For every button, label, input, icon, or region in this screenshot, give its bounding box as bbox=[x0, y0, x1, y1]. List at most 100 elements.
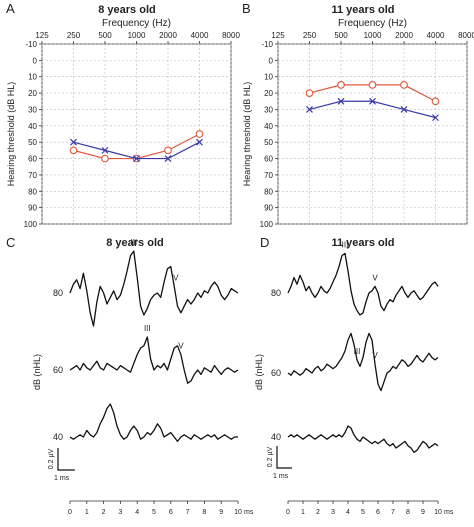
abr-panel-d: 0 1 2 3 4 5 6 7 8 9 10 ms dB (nHL) 0.2 µV 1 ms 80 III V 60… bbox=[254, 240, 454, 516]
panel-a-ytick-label: -10 bbox=[25, 40, 37, 49]
panel-d-time-tick-label: 2 bbox=[316, 509, 320, 516]
panel-a-ytick-label: 80 bbox=[28, 187, 37, 196]
panel-c-wave-label: III bbox=[144, 324, 151, 333]
panel-b-point-circle bbox=[305, 89, 314, 97]
panel-a-ytick-label: 0 bbox=[33, 56, 38, 65]
panel-b-xtick-label: 250 bbox=[303, 31, 317, 40]
panel-a-ytick-label: 90 bbox=[28, 204, 37, 213]
panel-b-xtick-label: 125 bbox=[271, 31, 285, 40]
panel-c-level-label: 40 bbox=[53, 432, 63, 442]
panel-b-point-x bbox=[306, 106, 313, 113]
panel-d-level-label: 80 bbox=[271, 288, 281, 298]
panel-b-ytick-label: -10 bbox=[261, 40, 273, 49]
panel-d-wave-label: III bbox=[354, 347, 361, 356]
panel-a-ylabel: Hearing threshold (dB HL) bbox=[6, 82, 16, 187]
panel-c-ylabel: dB (nHL) bbox=[32, 354, 42, 390]
panel-b-point-x bbox=[369, 97, 376, 105]
panel-c-time-unit: ms bbox=[244, 509, 254, 516]
abr-panel-c: 0 1 2 3 4 5 6 7 8 9 10 ms dB (nHL) 0.2 µV 1 ms 80 III V 60… bbox=[32, 238, 254, 516]
panel-b-ytick-label: 100 bbox=[260, 220, 274, 229]
panel-b-ytick-label: 70 bbox=[264, 171, 273, 180]
panel-c-letter: C bbox=[6, 235, 15, 250]
panel-b-point-circle bbox=[368, 81, 377, 89]
panel-d-time-tick-label: 9 bbox=[421, 509, 425, 516]
panel-d-time-tick-label: 1 bbox=[301, 509, 305, 516]
panel-b-ytick-label: 20 bbox=[264, 89, 273, 98]
panel-d-level-label: 40 bbox=[271, 432, 281, 442]
panel-a-xtick-label: 2000 bbox=[159, 31, 177, 40]
panel-a-xtick-label: 125 bbox=[35, 31, 49, 40]
panel-b-ytick-label: 80 bbox=[264, 187, 273, 196]
panel-a-ytick-label: 100 bbox=[24, 220, 38, 229]
panel-c-level-label: 60 bbox=[53, 365, 63, 375]
panel-d-time-tick-label: 5 bbox=[361, 509, 365, 516]
panel-d-time-tick-label: 7 bbox=[391, 509, 395, 516]
panel-c-scale-bar-voltage: 0.2 µV bbox=[48, 448, 55, 469]
panel-c-time-tick-label: 1 bbox=[85, 509, 89, 516]
panel-d-time-tick-label: 3 bbox=[331, 509, 335, 516]
panel-a-xtick-label: 1000 bbox=[128, 31, 146, 40]
panel-a-xlabel: Frequency (Hz) bbox=[102, 18, 171, 29]
panel-b-point-circle bbox=[337, 81, 345, 89]
panel-a-point-x bbox=[70, 138, 77, 146]
panel-d-time-tick-label: 10 bbox=[434, 509, 442, 516]
panel-b-xtick-label: 1000 bbox=[364, 31, 382, 40]
audiogram-panel-a: 125 250 500 1000 2000 4000 8000 -10 0 10 20 30 40 50 6… bbox=[6, 18, 240, 229]
panel-d-letter: D bbox=[260, 235, 269, 250]
panel-a-point-circle bbox=[101, 154, 109, 163]
panel-d-wave-label: V bbox=[372, 351, 378, 360]
panel-a-ytick-label: 40 bbox=[28, 122, 37, 131]
panel-d-time-tick-label: 8 bbox=[406, 509, 410, 516]
panel-c-trace-40 bbox=[69, 403, 238, 443]
panel-c-time-tick-label: 9 bbox=[219, 509, 223, 516]
panel-c-title: 8 years old bbox=[106, 237, 163, 249]
panel-b-ytick-label: 40 bbox=[264, 122, 273, 131]
panel-b-ylabel: Hearing threshold (dB HL) bbox=[242, 82, 252, 187]
panel-b-xtick-label: 4000 bbox=[427, 31, 445, 40]
panel-d-time-tick-label: 4 bbox=[346, 509, 350, 516]
panel-a-xtick-label: 8000 bbox=[222, 31, 240, 40]
panel-a-point-circle bbox=[195, 130, 204, 138]
panel-b-title: 11 years old bbox=[332, 4, 395, 16]
panel-a-xtick-label: 250 bbox=[67, 31, 81, 40]
panel-c-time-tick-label: 3 bbox=[118, 509, 122, 516]
panel-d-scale-bar-voltage: 0.2 µV bbox=[267, 446, 274, 467]
panel-b-ytick-label: 0 bbox=[269, 56, 274, 65]
panel-c-scale-bar-time: 1 ms bbox=[54, 475, 70, 482]
panel-b-xtick-label: 500 bbox=[334, 31, 348, 40]
panel-d-scale-bar-time: 1 ms bbox=[273, 473, 289, 480]
panel-a-point-x bbox=[164, 155, 172, 162]
panel-d-trace-60 bbox=[287, 332, 439, 392]
panel-b-xlabel: Frequency (Hz) bbox=[338, 18, 407, 29]
panel-c-time-tick-label: 6 bbox=[169, 509, 173, 516]
panel-a-point-x bbox=[133, 155, 140, 162]
panel-d-scale-bar bbox=[276, 446, 292, 469]
panel-c-time-tick-label: 5 bbox=[152, 509, 156, 516]
panel-a-ytick-label: 50 bbox=[28, 138, 37, 147]
panel-d-time-tick-label: 0 bbox=[286, 509, 290, 516]
panel-d-time-unit: ms bbox=[444, 509, 454, 516]
panel-c-scale-bar bbox=[57, 448, 75, 471]
panel-b-point-x bbox=[400, 106, 408, 113]
panel-c-time-tick-label: 8 bbox=[202, 509, 206, 516]
panel-d-trace-40 bbox=[287, 425, 439, 454]
panel-d-trace-80 bbox=[287, 252, 439, 316]
panel-b-point-circle bbox=[431, 97, 440, 106]
panel-b-xtick-label: 2000 bbox=[395, 31, 413, 40]
panel-a-point-circle bbox=[69, 146, 78, 155]
panel-a-title: 8 years old bbox=[98, 4, 155, 16]
panel-a-xtick-label: 4000 bbox=[191, 31, 209, 40]
panel-d-title: 11 years old bbox=[332, 237, 395, 249]
panel-b-xtick-label: 8000 bbox=[458, 31, 474, 40]
panel-a-ytick-label: 60 bbox=[28, 155, 37, 164]
panel-a-ytick-label: 10 bbox=[28, 73, 37, 82]
panel-a-ytick-label: 20 bbox=[28, 89, 37, 98]
panel-a-point-circle bbox=[164, 146, 172, 155]
panel-b-ytick-label: 90 bbox=[264, 204, 273, 213]
panel-d-ylabel: dB (nHL) bbox=[254, 354, 264, 390]
panel-d-time-tick-label: 6 bbox=[376, 509, 380, 516]
panel-c-wave-label: III bbox=[131, 238, 138, 247]
panel-b-point-x bbox=[337, 97, 345, 105]
panel-b-letter: B bbox=[242, 1, 251, 16]
